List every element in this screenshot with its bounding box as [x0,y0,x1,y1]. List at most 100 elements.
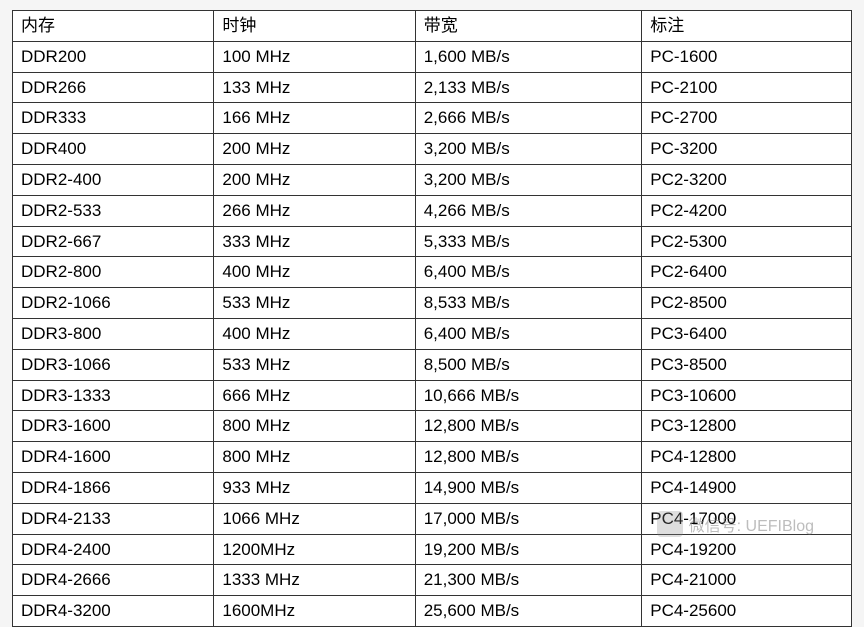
table-cell: 14,900 MB/s [415,472,642,503]
col-header-bandwidth: 带宽 [415,11,642,42]
table-row: DDR2-800400 MHz6,400 MB/sPC2-6400 [13,257,852,288]
table-row: DDR333166 MHz2,666 MB/sPC-2700 [13,103,852,134]
table-cell: PC-2700 [642,103,852,134]
table-row: DDR4-32001600MHz25,600 MB/sPC4-25600 [13,596,852,627]
table-row: DDR4-1866933 MHz14,900 MB/sPC4-14900 [13,472,852,503]
table-cell: DDR2-1066 [13,288,214,319]
table-cell: DDR4-2133 [13,503,214,534]
table-cell: 400 MHz [214,318,415,349]
table-cell: 666 MHz [214,380,415,411]
table-cell: DDR4-1600 [13,442,214,473]
table-row: DDR2-1066533 MHz8,533 MB/sPC2-8500 [13,288,852,319]
table-cell: DDR2-800 [13,257,214,288]
table-row: DDR4-21331066 MHz17,000 MB/sPC4-17000 [13,503,852,534]
col-header-memory: 内存 [13,11,214,42]
table-cell: 1,600 MB/s [415,41,642,72]
table-row: DDR400200 MHz3,200 MB/sPC-3200 [13,134,852,165]
table-cell: PC3-8500 [642,349,852,380]
table-cell: 25,600 MB/s [415,596,642,627]
table-cell: DDR3-1066 [13,349,214,380]
table-cell: DDR3-1600 [13,411,214,442]
table-cell: PC2-3200 [642,164,852,195]
table-cell: 21,300 MB/s [415,565,642,596]
table-cell: 1200MHz [214,534,415,565]
table-cell: DDR4-3200 [13,596,214,627]
table-cell: 6,400 MB/s [415,257,642,288]
table-cell: DDR333 [13,103,214,134]
table-cell: 8,533 MB/s [415,288,642,319]
table-cell: 533 MHz [214,349,415,380]
table-cell: PC2-8500 [642,288,852,319]
table-cell: DDR400 [13,134,214,165]
table-cell: 1600MHz [214,596,415,627]
table-body: DDR200100 MHz1,600 MB/sPC-1600DDR266133 … [13,41,852,626]
table-cell: 533 MHz [214,288,415,319]
table-cell: 933 MHz [214,472,415,503]
table-row: DDR3-1600800 MHz12,800 MB/sPC3-12800 [13,411,852,442]
table-row: DDR3-1066533 MHz8,500 MB/sPC3-8500 [13,349,852,380]
table-cell: PC4-12800 [642,442,852,473]
table-cell: 12,800 MB/s [415,442,642,473]
table-cell: DDR4-2666 [13,565,214,596]
table-cell: 166 MHz [214,103,415,134]
table-cell: DDR2-667 [13,226,214,257]
table-header-row: 内存 时钟 带宽 标注 [13,11,852,42]
table-cell: 133 MHz [214,72,415,103]
table-row: DDR2-533266 MHz4,266 MB/sPC2-4200 [13,195,852,226]
table-cell: 200 MHz [214,164,415,195]
table-cell: 6,400 MB/s [415,318,642,349]
memory-spec-table: 内存 时钟 带宽 标注 DDR200100 MHz1,600 MB/sPC-16… [12,10,852,627]
table-cell: 1066 MHz [214,503,415,534]
col-header-clock: 时钟 [214,11,415,42]
table-cell: 333 MHz [214,226,415,257]
table-cell: 2,133 MB/s [415,72,642,103]
table-cell: 3,200 MB/s [415,164,642,195]
table-row: DDR4-24001200MHz19,200 MB/sPC4-19200 [13,534,852,565]
table-cell: PC-3200 [642,134,852,165]
table-cell: DDR3-1333 [13,380,214,411]
table-cell: PC4-19200 [642,534,852,565]
table-cell: 4,266 MB/s [415,195,642,226]
table-cell: 100 MHz [214,41,415,72]
table-row: DDR2-667333 MHz5,333 MB/sPC2-5300 [13,226,852,257]
table-row: DDR266133 MHz2,133 MB/sPC-2100 [13,72,852,103]
table-row: DDR3-800400 MHz6,400 MB/sPC3-6400 [13,318,852,349]
table-cell: PC3-6400 [642,318,852,349]
table-cell: 8,500 MB/s [415,349,642,380]
table-cell: 400 MHz [214,257,415,288]
table-cell: 19,200 MB/s [415,534,642,565]
table-cell: PC4-17000 [642,503,852,534]
table-cell: PC4-14900 [642,472,852,503]
table-cell: PC3-10600 [642,380,852,411]
table-cell: DDR4-2400 [13,534,214,565]
table-row: DDR4-26661333 MHz21,300 MB/sPC4-21000 [13,565,852,596]
table-cell: DDR2-400 [13,164,214,195]
table-row: DDR200100 MHz1,600 MB/sPC-1600 [13,41,852,72]
table-row: DDR3-1333666 MHz10,666 MB/sPC3-10600 [13,380,852,411]
table-cell: DDR3-800 [13,318,214,349]
table-cell: PC4-25600 [642,596,852,627]
table-cell: 5,333 MB/s [415,226,642,257]
table-cell: 3,200 MB/s [415,134,642,165]
table-cell: PC2-5300 [642,226,852,257]
table-cell: PC2-6400 [642,257,852,288]
table-cell: 17,000 MB/s [415,503,642,534]
table-cell: 1333 MHz [214,565,415,596]
table-cell: 200 MHz [214,134,415,165]
table-cell: PC-2100 [642,72,852,103]
table-cell: 800 MHz [214,411,415,442]
table-cell: 800 MHz [214,442,415,473]
table-cell: DDR266 [13,72,214,103]
table-row: DDR2-400200 MHz3,200 MB/sPC2-3200 [13,164,852,195]
table-cell: DDR2-533 [13,195,214,226]
table-cell: 10,666 MB/s [415,380,642,411]
table-cell: PC-1600 [642,41,852,72]
table-row: DDR4-1600800 MHz12,800 MB/sPC4-12800 [13,442,852,473]
table-cell: PC4-21000 [642,565,852,596]
table-cell: 2,666 MB/s [415,103,642,134]
table-cell: 266 MHz [214,195,415,226]
table-cell: DDR4-1866 [13,472,214,503]
table-cell: DDR200 [13,41,214,72]
table-cell: PC3-12800 [642,411,852,442]
table-cell: PC2-4200 [642,195,852,226]
